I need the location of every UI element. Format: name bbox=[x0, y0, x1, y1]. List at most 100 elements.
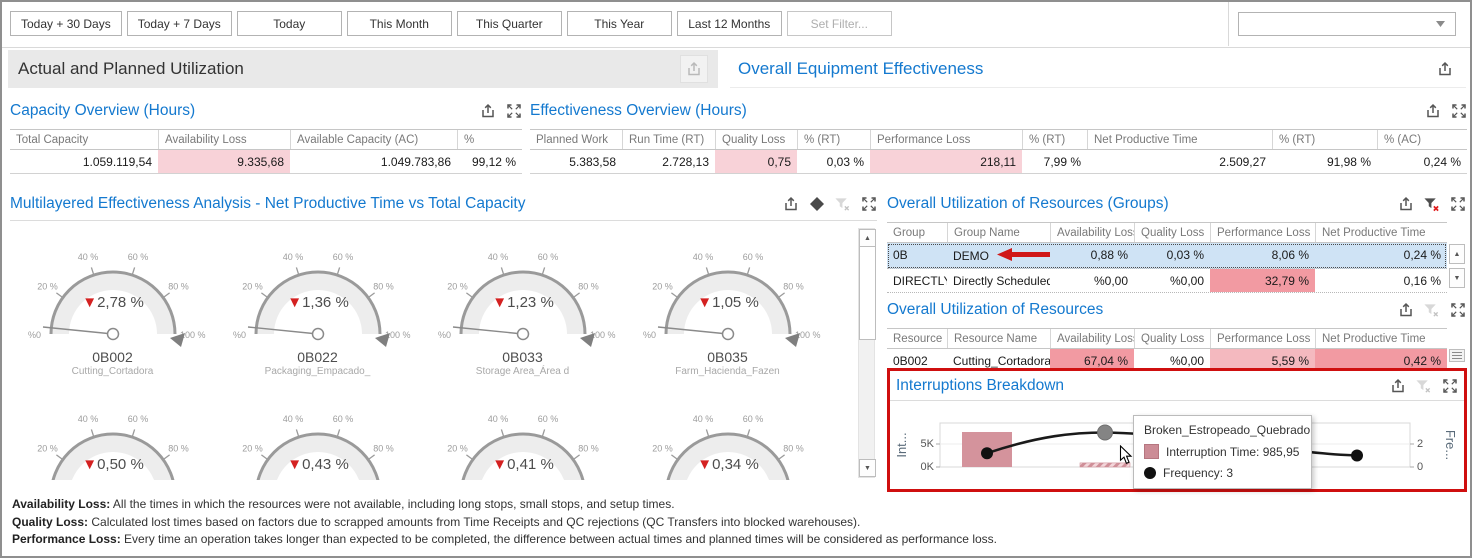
clear-filter-icon[interactable] bbox=[1423, 196, 1440, 213]
column-header-net-productive-time[interactable]: Net Productive Time bbox=[1315, 329, 1447, 348]
column-header-group-name[interactable]: Group Name bbox=[947, 223, 1050, 242]
gauge-grid: 20 % 40 % 60 % 80 % %0 100 % ▼2,78 % 0B002 Cutti… bbox=[10, 226, 853, 480]
column-header-performance-loss[interactable]: Performance Loss bbox=[870, 130, 1022, 149]
export-icon[interactable] bbox=[479, 103, 496, 120]
export-icon[interactable] bbox=[1389, 378, 1406, 395]
scroll-thumb[interactable] bbox=[859, 246, 876, 340]
column-header-quality-loss[interactable]: Quality Loss bbox=[715, 130, 797, 149]
column-header-ac[interactable]: % (AC) bbox=[1377, 130, 1467, 149]
expand-icon[interactable] bbox=[1449, 302, 1466, 319]
layers-icon[interactable] bbox=[808, 196, 825, 213]
table-cell: 0,75 bbox=[715, 150, 797, 173]
svg-text:60 %: 60 % bbox=[742, 414, 763, 424]
groups-scrollbar[interactable]: ▲ ▼ bbox=[1449, 244, 1466, 288]
column-header-total-capacity[interactable]: Total Capacity bbox=[16, 134, 89, 146]
tooltip-row: Interruption Time: 985,95 bbox=[1144, 444, 1301, 459]
svg-text:80 %: 80 % bbox=[168, 443, 189, 453]
svg-text:20 %: 20 % bbox=[447, 281, 468, 291]
svg-text:20 %: 20 % bbox=[242, 443, 263, 453]
export-icon[interactable] bbox=[1424, 103, 1441, 120]
filter-button-today[interactable]: Today bbox=[236, 11, 342, 36]
column-header-net-productive-time[interactable]: Net Productive Time bbox=[1087, 130, 1272, 149]
svg-text:80 %: 80 % bbox=[373, 281, 394, 291]
gauge-0b033[interactable]: 20 % 40 % 60 % 80 % %0 100 % ▼1,23 % 0B033 Stora… bbox=[420, 226, 625, 388]
resources-scrollbar[interactable] bbox=[1449, 349, 1466, 362]
column-header-run-time-rt[interactable]: Run Time (RT) bbox=[622, 130, 715, 149]
table-row[interactable]: 1.059.119,54 9.335,68 1.049.783,86 99,12 % bbox=[10, 150, 522, 174]
table-cell: 1.059.119,54 bbox=[82, 155, 152, 169]
svg-text:80 %: 80 % bbox=[783, 443, 804, 453]
expand-icon[interactable] bbox=[1441, 378, 1458, 395]
export-icon[interactable] bbox=[686, 61, 703, 78]
capacity-table: Total Capacity Availability Loss Available… bbox=[10, 129, 522, 174]
export-icon[interactable] bbox=[782, 196, 799, 213]
table-row[interactable]: 0B002 Cutting_Cortadora 67,04 % %0,00 5,59 %… bbox=[887, 349, 1447, 370]
gauge-chart: 20 % 40 % 60 % 80 % %0 100 % ▼1,36 % bbox=[232, 252, 411, 347]
export-icon[interactable] bbox=[1397, 302, 1414, 319]
svg-text:60 %: 60 % bbox=[537, 414, 558, 424]
column-header-available-capacity-ac[interactable]: Available Capacity (AC) bbox=[290, 130, 457, 149]
expand-icon[interactable] bbox=[1450, 103, 1467, 120]
column-header-net-productive-time[interactable]: Net Productive Time bbox=[1315, 223, 1447, 242]
column-header-group[interactable]: Group bbox=[893, 227, 925, 239]
scroll-thumb[interactable] bbox=[1449, 349, 1465, 362]
column-header-availability-loss[interactable]: Availability Loss bbox=[1050, 223, 1134, 242]
column-header-quality-loss[interactable]: Quality Loss bbox=[1134, 223, 1210, 242]
table-cell: 0B002 bbox=[893, 354, 928, 368]
column-header-quality-loss[interactable]: Quality Loss bbox=[1134, 329, 1210, 348]
column-header-rt[interactable]: % (RT) bbox=[797, 130, 870, 149]
clear-filter-icon[interactable] bbox=[1415, 378, 1432, 395]
filter-button-this-year[interactable]: This Year bbox=[566, 11, 672, 36]
table-cell: %0,00 bbox=[1169, 354, 1204, 368]
clear-filter-icon[interactable] bbox=[1423, 302, 1440, 319]
export-icon[interactable] bbox=[1397, 196, 1414, 213]
svg-text:20 %: 20 % bbox=[37, 281, 58, 291]
filter-button-this-quarter[interactable]: This Quarter bbox=[456, 11, 562, 36]
period-dropdown[interactable] bbox=[1238, 12, 1456, 36]
scroll-down-button[interactable]: ▼ bbox=[1449, 268, 1465, 288]
section-title-utilization: Actual and Planned Utilization bbox=[18, 59, 244, 78]
scroll-up-button[interactable]: ▲ bbox=[1449, 244, 1465, 264]
clear-filter-icon[interactable] bbox=[834, 196, 851, 213]
gauge-0b022[interactable]: 20 % 40 % 60 % 80 % %0 100 % ▼1,36 % 0B022 Packa… bbox=[215, 226, 420, 388]
scroll-down-button[interactable]: ▼ bbox=[859, 459, 876, 477]
expand-icon[interactable] bbox=[1449, 196, 1466, 213]
column-header-resource[interactable]: Resource bbox=[893, 333, 943, 345]
table-cell: 2.728,13 bbox=[662, 155, 709, 169]
export-icon[interactable] bbox=[1437, 60, 1454, 77]
svg-text:60 %: 60 % bbox=[127, 414, 148, 424]
expand-icon[interactable] bbox=[860, 196, 877, 213]
tooltip-title: Broken_Estropeado_Quebrado bbox=[1144, 423, 1311, 437]
table-row[interactable]: 5.383,58 2.728,13 0,75 0,03 % 218,11 7,99 % 2.… bbox=[530, 150, 1467, 174]
column-header-resource-name[interactable]: Resource Name bbox=[947, 329, 1050, 348]
filter-button-last-12-months[interactable]: Last 12 Months bbox=[676, 11, 782, 36]
filter-button-today-7-days[interactable]: Today + 7 Days bbox=[126, 11, 232, 36]
column-header-rt[interactable]: % (RT) bbox=[1022, 130, 1087, 149]
gauge-0b035[interactable]: 20 % 40 % 60 % 80 % %0 100 % ▼1,05 % 0B035 Farm_… bbox=[625, 226, 830, 388]
column-header-performance-loss[interactable]: Performance Loss bbox=[1210, 329, 1315, 348]
table-row[interactable]: 0B DEMO 0,88 % 0,03 % 8,06 % 0,24 % bbox=[887, 243, 1447, 269]
svg-text:60 %: 60 % bbox=[537, 252, 558, 262]
set-filter-button[interactable]: Set Filter... bbox=[786, 11, 892, 36]
column-header-availability-loss[interactable]: Availability Loss bbox=[1050, 329, 1134, 348]
gauge-0b002[interactable]: 20 % 40 % 60 % 80 % %0 100 % ▼2,78 % 0B002 Cutti… bbox=[10, 226, 215, 388]
svg-text:100 %: 100 % bbox=[385, 330, 411, 340]
column-header-[interactable]: % bbox=[457, 130, 522, 149]
svg-text:40 %: 40 % bbox=[77, 252, 98, 262]
multilayered-analysis-panel: Multilayered Effectiveness Analysis - Ne… bbox=[10, 192, 877, 482]
filter-button-today-30-days[interactable]: Today + 30 Days bbox=[10, 11, 122, 36]
column-header-planned-work[interactable]: Planned Work bbox=[536, 134, 609, 146]
expand-icon[interactable] bbox=[505, 103, 522, 120]
column-header-rt[interactable]: % (RT) bbox=[1272, 130, 1377, 149]
column-header-availability-loss[interactable]: Availability Loss bbox=[158, 130, 290, 149]
filter-button-this-month[interactable]: This Month bbox=[346, 11, 452, 36]
gauge-scrollbar[interactable]: ▲ ▼ bbox=[858, 228, 876, 478]
scroll-up-button[interactable]: ▲ bbox=[859, 229, 876, 247]
table-row[interactable]: DIRECTLY ... Directly Scheduled Mi... %0,0… bbox=[887, 269, 1447, 293]
column-header-performance-loss[interactable]: Performance Loss bbox=[1210, 223, 1315, 242]
